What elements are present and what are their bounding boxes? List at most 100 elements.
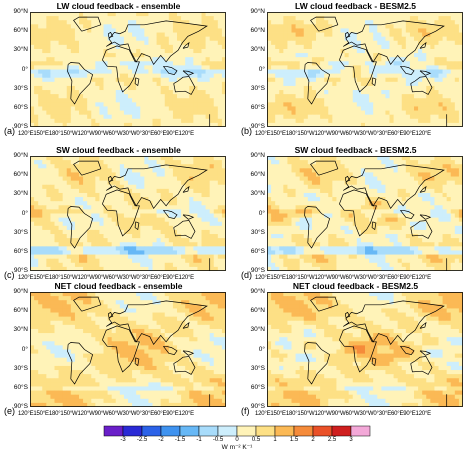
heatmap-cell — [299, 118, 305, 124]
heatmap-cell — [328, 209, 333, 214]
heatmap-cell — [295, 160, 301, 165]
heatmap-cell — [267, 118, 272, 124]
heatmap-cell — [172, 209, 178, 214]
heatmap-cell — [54, 16, 59, 21]
heatmap-cell — [148, 246, 153, 251]
heatmap-cell — [185, 106, 190, 111]
heatmap-cell — [144, 114, 149, 120]
heatmap-cell — [185, 73, 190, 79]
heatmap-cell — [442, 32, 448, 38]
heatmap-cell — [454, 12, 460, 17]
heatmap-cell — [132, 65, 137, 70]
heatmap-cell — [414, 106, 419, 111]
heatmap-cell — [307, 69, 313, 75]
heatmap-cell — [168, 205, 174, 210]
heatmap-cell — [221, 266, 226, 271]
heatmap-cell — [299, 90, 305, 95]
heatmap-cell — [275, 24, 280, 29]
heatmap-cell — [373, 85, 378, 91]
heatmap-cell — [324, 57, 329, 62]
heatmap-cell — [352, 110, 358, 116]
heatmap-cell — [213, 77, 219, 83]
heatmap-cell — [287, 217, 292, 223]
heatmap-cell — [91, 156, 96, 161]
heatmap-cell — [405, 184, 411, 190]
heatmap-cell — [209, 44, 215, 50]
heatmap-cell — [389, 106, 394, 111]
heatmap-cell — [389, 61, 394, 66]
heatmap-cell — [62, 201, 68, 206]
heatmap-cell — [221, 16, 226, 21]
heatmap-cell — [217, 85, 223, 91]
heatmap-cell — [422, 106, 427, 111]
heatmap-cell — [389, 69, 394, 75]
heatmap-cell — [54, 225, 59, 231]
heatmap-cell — [91, 266, 96, 271]
heatmap-cell — [66, 94, 72, 99]
heatmap-cell — [144, 44, 149, 50]
heatmap-cell — [140, 176, 145, 182]
heatmap-cell — [418, 77, 423, 83]
heatmap-cell — [316, 85, 321, 91]
heatmap-cell — [267, 90, 272, 95]
heatmap-cell — [393, 213, 399, 219]
heatmap-cell — [369, 102, 374, 107]
heatmap-cell — [365, 156, 370, 161]
heatmap-cell — [205, 44, 211, 50]
heatmap-cell — [189, 156, 194, 161]
heatmap-cell — [119, 192, 125, 198]
heatmap-cell — [66, 102, 72, 107]
heatmap-cell — [205, 53, 211, 58]
heatmap-cell — [275, 48, 280, 54]
heatmap-cell — [99, 40, 104, 46]
heatmap-cell — [454, 40, 460, 46]
heatmap-cell — [38, 85, 43, 91]
heatmap-cell — [450, 106, 456, 111]
heatmap-cell — [401, 217, 407, 223]
heatmap-cell — [422, 205, 427, 210]
heatmap-cell — [160, 254, 166, 260]
heatmap-cell — [91, 246, 96, 251]
heatmap-cell — [405, 156, 411, 161]
heatmap-cell — [128, 85, 133, 91]
heatmap-cell — [369, 20, 374, 25]
heatmap-cell — [320, 36, 325, 42]
heatmap-cell — [360, 61, 366, 66]
heatmap-cell — [107, 12, 113, 17]
heatmap-cell — [303, 188, 309, 194]
heatmap-cell — [107, 242, 113, 247]
heatmap-cell — [283, 217, 288, 223]
heatmap-cell — [111, 266, 117, 271]
heatmap-cell — [30, 73, 35, 79]
heatmap-cell — [209, 188, 215, 194]
heatmap-cell — [365, 32, 370, 38]
heatmap-cell — [385, 61, 390, 66]
lat-tick-label: 90°S — [250, 267, 265, 274]
heatmap-cell — [267, 164, 272, 169]
heatmap-cell — [221, 69, 226, 75]
heatmap-cell — [373, 12, 378, 17]
heatmap-cell — [446, 176, 452, 182]
heatmap-cell — [418, 118, 423, 124]
heatmap-cell — [30, 118, 35, 124]
heatmap-cell — [267, 61, 272, 66]
heatmap-cell — [160, 12, 166, 17]
heatmap-cell — [107, 40, 113, 46]
heatmap-cell — [119, 221, 125, 227]
heatmap-cell — [119, 180, 125, 186]
heatmap-cell — [373, 94, 378, 99]
heatmap-cell — [389, 118, 394, 124]
heatmap-cell — [119, 156, 125, 161]
heatmap-cell — [152, 65, 157, 70]
heatmap-cell — [54, 28, 59, 33]
heatmap-cell — [311, 81, 317, 87]
heatmap-cell — [324, 122, 329, 127]
heatmap-cell — [38, 69, 43, 75]
heatmap-cell — [213, 217, 219, 223]
heatmap-cell — [352, 205, 358, 210]
heatmap-cell — [414, 24, 419, 29]
heatmap-cell — [42, 184, 47, 190]
heatmap-cell — [164, 184, 170, 190]
heatmap-cell — [50, 98, 55, 103]
heatmap-cell — [205, 176, 211, 182]
